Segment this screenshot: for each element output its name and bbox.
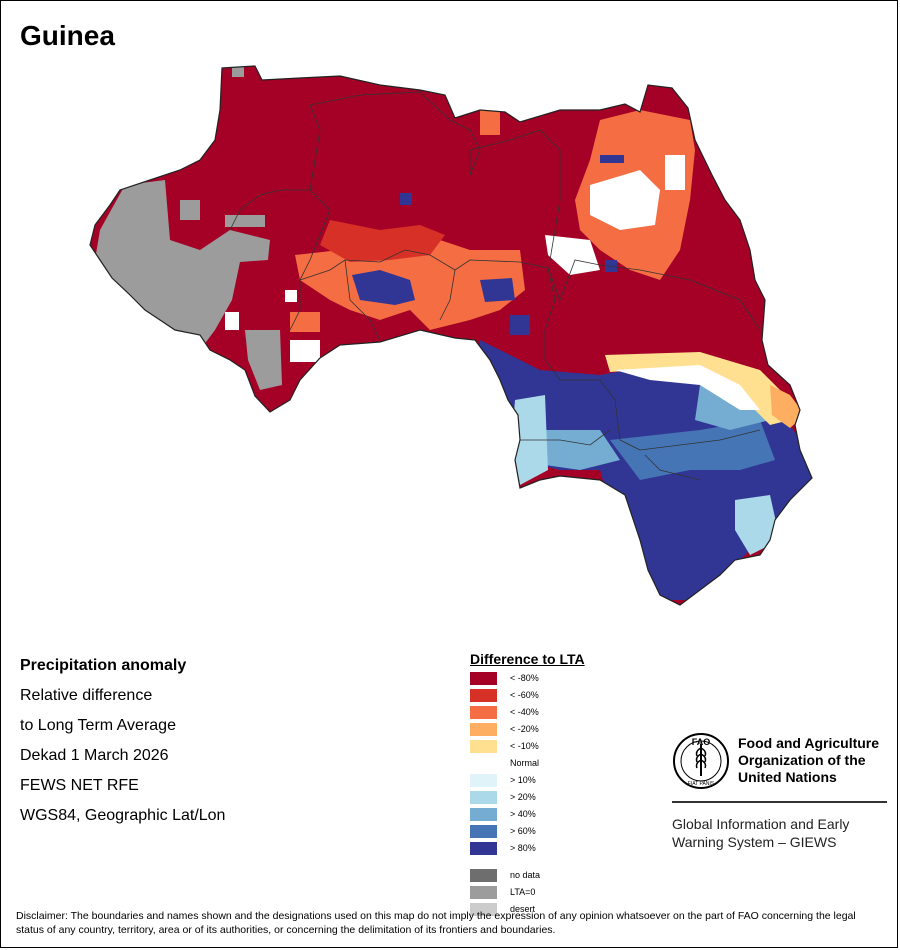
org-name-line-3: United Nations bbox=[738, 769, 837, 785]
disclaimer: Disclaimer: The boundaries and names sho… bbox=[16, 910, 856, 936]
legend-title: Difference to LTA bbox=[470, 651, 585, 667]
normal-cell bbox=[290, 340, 320, 362]
anomaly-minus20 bbox=[770, 385, 805, 428]
region-boundaries bbox=[229, 91, 761, 481]
info-projection: WGS84, Geographic Lat/Lon bbox=[20, 807, 226, 824]
info-line-2: to Long Term Average bbox=[20, 717, 176, 734]
lta-zero-cell bbox=[225, 215, 265, 227]
legend-label: no data bbox=[510, 870, 541, 880]
legend-label: > 80% bbox=[510, 843, 536, 853]
country-border bbox=[89, 65, 813, 606]
legend-row: < -20% bbox=[470, 722, 650, 739]
legend-label: LTA=0 bbox=[510, 887, 536, 897]
legend-label: > 20% bbox=[510, 792, 536, 802]
legend-row: < -80% bbox=[470, 671, 650, 688]
normal-region bbox=[590, 170, 660, 230]
logo-text: FAO bbox=[692, 737, 711, 747]
legend-swatch bbox=[470, 706, 497, 719]
anomaly-plus80 bbox=[352, 270, 415, 305]
legend-row: > 80% bbox=[470, 841, 650, 858]
legend-row: LTA=0 bbox=[470, 885, 650, 902]
info-line-1: Relative difference bbox=[20, 687, 153, 704]
lta-zero-cell bbox=[180, 200, 200, 220]
org-divider bbox=[672, 801, 887, 803]
anomaly-plus80 bbox=[400, 193, 412, 205]
legend-swatch bbox=[470, 672, 497, 685]
org-name-line-2: Organization of the bbox=[738, 752, 866, 768]
legend-row: > 20% bbox=[470, 790, 650, 807]
logo-motto: FIAT PANIS bbox=[688, 781, 715, 787]
legend-row: Normal bbox=[470, 756, 650, 773]
legend-label: < -10% bbox=[510, 741, 539, 751]
legend-row: > 60% bbox=[470, 824, 650, 841]
legend-label: desert bbox=[510, 904, 536, 914]
system-name-line-1: Global Information and Early bbox=[672, 816, 850, 832]
anomaly-minus40 bbox=[480, 110, 500, 135]
legend-label: > 60% bbox=[510, 826, 536, 836]
legend-label: < -60% bbox=[510, 690, 539, 700]
system-name-line-2: Warning System – GIEWS bbox=[672, 834, 837, 850]
legend-swatch bbox=[470, 869, 497, 882]
legend-swatch bbox=[470, 842, 497, 855]
legend-items: < -80% < -60% < -40% < -20% < -10% Normal > 10… bbox=[470, 671, 650, 858]
legend-swatch bbox=[470, 808, 497, 821]
anomaly-plus80 bbox=[480, 278, 515, 302]
lta-zero-cell bbox=[232, 66, 244, 77]
legend-row: > 10% bbox=[470, 773, 650, 790]
anomaly-layer bbox=[95, 66, 812, 600]
legend-swatch bbox=[470, 723, 497, 736]
normal-cell bbox=[285, 290, 297, 302]
legend-swatch bbox=[470, 740, 497, 753]
legend: Difference to LTA < -80% < -60% < -40% < -2… bbox=[470, 651, 650, 919]
legend-row: > 40% bbox=[470, 807, 650, 824]
normal-region bbox=[615, 365, 760, 410]
fao-logo-icon: FAO FIAT PANIS bbox=[673, 733, 729, 789]
legend-row: < -60% bbox=[470, 688, 650, 705]
normal-cell bbox=[225, 312, 239, 330]
system-name: Global Information and Early Warning Sys… bbox=[672, 815, 892, 851]
anomaly-plus60 bbox=[610, 420, 775, 480]
anomaly-minus40 bbox=[290, 312, 320, 332]
normal-region bbox=[545, 235, 600, 275]
info-source: FEWS NET RFE bbox=[20, 777, 139, 794]
org-name: Food and Agriculture Organization of the… bbox=[738, 735, 898, 786]
normal-cell bbox=[665, 155, 685, 190]
info-period: Dekad 1 March 2026 bbox=[20, 747, 169, 764]
legend-row: < -40% bbox=[470, 705, 650, 722]
map-title: Guinea bbox=[20, 20, 115, 51]
legend-label: < -40% bbox=[510, 707, 539, 717]
legend-swatch bbox=[470, 903, 497, 916]
legend-label: Normal bbox=[510, 758, 540, 768]
lta-zero-region bbox=[245, 330, 282, 390]
legend-row: no data bbox=[470, 868, 650, 885]
anomaly-plus80 bbox=[600, 155, 624, 163]
legend-label: < -20% bbox=[510, 724, 539, 734]
legend-swatch bbox=[470, 791, 497, 804]
legend-swatch bbox=[470, 689, 497, 702]
anomaly-plus80 bbox=[510, 315, 530, 335]
legend-label: < -80% bbox=[510, 673, 539, 683]
legend-label: > 40% bbox=[510, 809, 536, 819]
legend-row: desert bbox=[470, 902, 650, 919]
org-name-line-1: Food and Agriculture bbox=[738, 735, 880, 751]
map-info: Precipitation anomaly Relative differenc… bbox=[20, 656, 320, 836]
map-canvas bbox=[89, 65, 813, 606]
legend-label: > 10% bbox=[510, 775, 536, 785]
anomaly-plus20 bbox=[735, 495, 780, 555]
legend-swatch bbox=[470, 886, 497, 899]
legend-swatch bbox=[470, 825, 497, 838]
info-title: Precipitation anomaly bbox=[20, 657, 187, 674]
legend-extras: no data LTA=0 desert bbox=[470, 868, 650, 919]
legend-swatch bbox=[470, 774, 497, 787]
legend-row: < -10% bbox=[470, 739, 650, 756]
